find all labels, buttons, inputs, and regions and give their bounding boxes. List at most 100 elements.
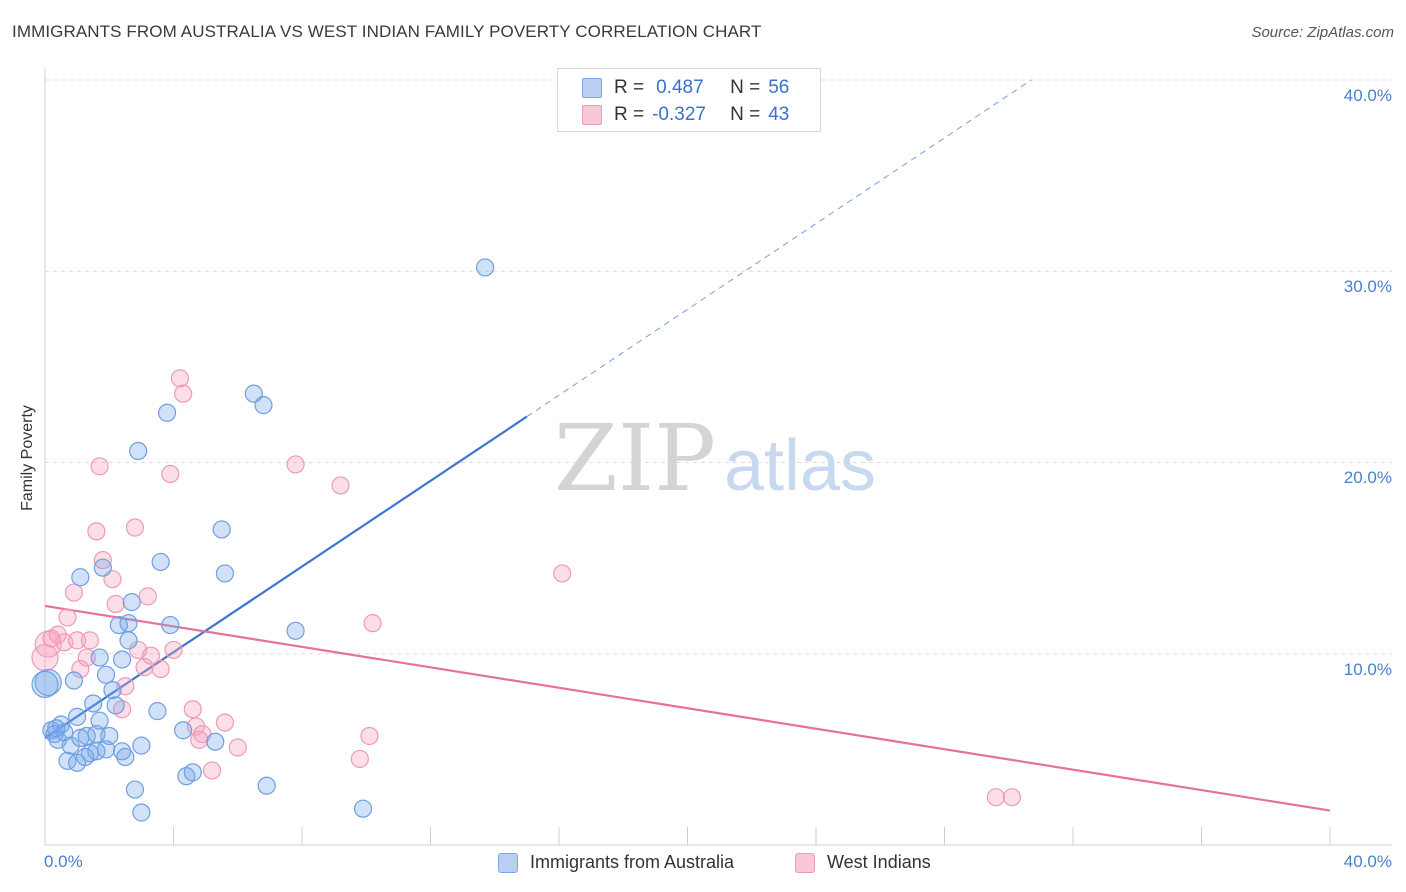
point-west-indians xyxy=(93,550,112,570)
bottom-legend-label: West Indians xyxy=(827,852,931,872)
point-australia xyxy=(119,614,138,633)
point-west-indians xyxy=(90,457,109,476)
legend-r-value: 0.487 xyxy=(656,77,704,98)
point-australia xyxy=(112,742,132,761)
bottom-legend-swatch-pink xyxy=(795,852,815,873)
point-australia xyxy=(122,593,141,612)
point-west-indians xyxy=(190,730,209,749)
y-tick-label-40: 40.0% xyxy=(1343,86,1392,105)
point-west-indians xyxy=(363,614,382,633)
trend-line-australia-extension xyxy=(526,79,1032,418)
point-west-indians xyxy=(286,455,305,474)
point-west-indians xyxy=(553,564,572,583)
point-australia xyxy=(476,258,495,277)
point-west-indians xyxy=(170,369,190,388)
trend-line-west-indians xyxy=(44,604,1331,812)
point-west-indians xyxy=(77,648,96,667)
legend-swatch-pink xyxy=(582,105,602,125)
bottom-legend-swatch-blue xyxy=(498,852,518,873)
legend-swatch-blue xyxy=(582,78,602,98)
point-australia xyxy=(129,441,148,461)
point-west-indians xyxy=(183,700,202,719)
point-australia xyxy=(119,631,138,650)
point-australia xyxy=(254,396,273,415)
legend-row-west-indians: R = -0.327 N = 43 xyxy=(582,104,789,126)
legend-r-value: -0.327 xyxy=(652,104,706,125)
point-australia xyxy=(132,803,151,822)
point-west-indians xyxy=(71,659,90,679)
point-west-indians xyxy=(151,659,170,679)
point-australia xyxy=(47,719,66,738)
point-australia xyxy=(353,799,373,818)
bottom-legend-west-indians: West Indians xyxy=(795,852,931,873)
point-australia xyxy=(103,680,122,700)
data-points xyxy=(31,258,1022,822)
point-australia xyxy=(64,671,84,690)
point-australia xyxy=(31,670,59,698)
legend-n-value: 56 xyxy=(768,77,790,98)
point-west-indians xyxy=(135,658,154,677)
source-label: Source: ZipAtlas.com xyxy=(1251,24,1394,41)
point-west-indians xyxy=(125,518,145,537)
point-australia xyxy=(212,520,231,539)
point-west-indians xyxy=(350,749,369,769)
point-australia xyxy=(84,694,103,713)
point-australia xyxy=(215,564,234,583)
legend-r-label: R = xyxy=(614,104,645,125)
point-australia xyxy=(68,707,87,726)
point-australia xyxy=(90,648,109,667)
point-australia xyxy=(125,780,145,799)
point-west-indians xyxy=(80,631,100,650)
watermark-atlas: atlas xyxy=(724,426,876,506)
point-west-indians xyxy=(58,608,77,627)
y-tick-label-30: 30.0% xyxy=(1343,277,1392,296)
y-tick-label-20: 20.0% xyxy=(1343,468,1392,487)
point-australia xyxy=(132,736,151,755)
point-west-indians xyxy=(202,761,222,780)
legend-row-australia: R = 0.487 N = 56 xyxy=(582,77,789,99)
point-australia xyxy=(106,696,125,715)
y-tick-label-10: 10.0% xyxy=(1343,660,1392,679)
legend-r-label: R = xyxy=(614,77,645,98)
point-australia xyxy=(206,732,225,751)
point-west-indians xyxy=(161,464,180,484)
watermark: ZIP atlas xyxy=(554,405,876,512)
bottom-legend-australia: Immigrants from Australia xyxy=(498,852,734,873)
point-west-indians xyxy=(68,631,87,650)
watermark-zip: ZIP xyxy=(554,405,716,512)
trend-lines xyxy=(44,79,1331,812)
point-australia xyxy=(100,726,119,746)
point-west-indians xyxy=(360,726,379,746)
stats-legend: R = 0.487 N = 56 R = -0.327 N = 43 xyxy=(557,68,821,132)
legend-n-label: N = xyxy=(730,77,761,98)
point-west-indians xyxy=(1002,788,1022,807)
point-west-indians xyxy=(228,738,247,757)
point-australia xyxy=(93,558,112,577)
point-australia xyxy=(286,621,305,640)
bottom-legend-label: Immigrants from Australia xyxy=(530,852,735,872)
point-australia xyxy=(61,736,80,755)
point-australia xyxy=(257,776,276,795)
point-australia xyxy=(157,403,177,422)
point-australia xyxy=(148,702,167,721)
point-australia xyxy=(96,665,116,684)
point-west-indians xyxy=(164,640,183,660)
point-west-indians xyxy=(138,587,157,606)
point-australia xyxy=(96,740,116,759)
point-australia xyxy=(116,747,135,767)
point-west-indians xyxy=(174,384,193,403)
point-australia xyxy=(71,568,90,587)
point-west-indians xyxy=(986,788,1006,807)
axes xyxy=(44,68,1392,846)
legend-n-value: 43 xyxy=(768,104,790,125)
point-west-indians xyxy=(106,594,125,614)
point-australia xyxy=(90,711,109,730)
point-australia xyxy=(183,763,202,782)
point-west-indians xyxy=(331,476,350,495)
point-west-indians xyxy=(64,583,84,602)
point-australia xyxy=(151,552,170,572)
point-australia xyxy=(161,615,180,635)
point-west-indians xyxy=(87,522,106,541)
point-australia xyxy=(112,650,132,669)
x-tick-label-max: 40.0% xyxy=(1343,852,1392,871)
